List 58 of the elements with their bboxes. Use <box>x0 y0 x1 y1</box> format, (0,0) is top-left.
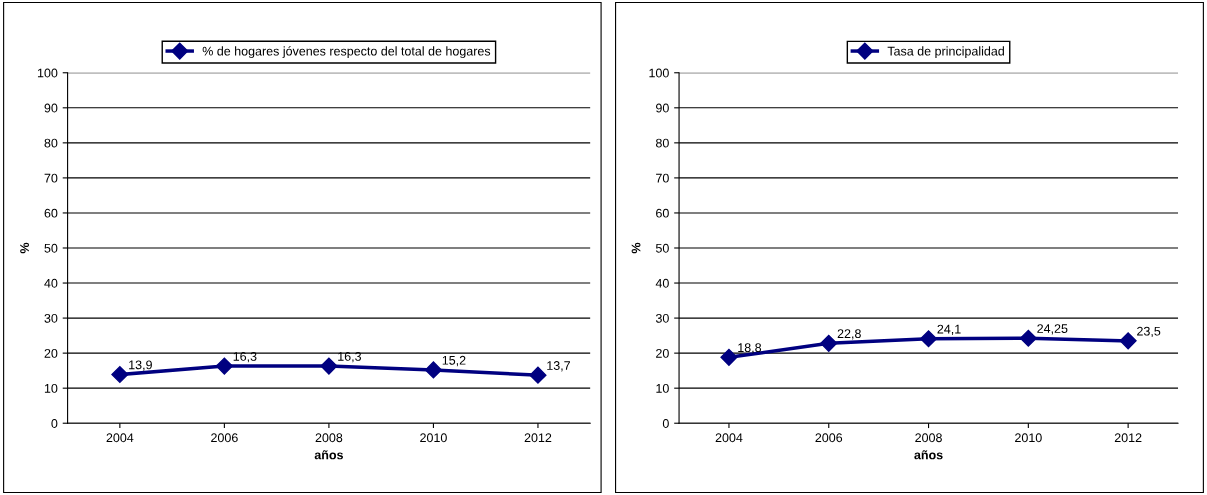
y-tick-label: 30 <box>44 313 58 323</box>
y-tick-label: 50 <box>655 243 669 253</box>
data-label: 16,3 <box>338 352 362 363</box>
y-tick-label: 40 <box>44 278 58 288</box>
data-label: 15,2 <box>442 355 466 367</box>
y-tick-label: 100 <box>649 68 669 78</box>
legend-label: % de hogares jóvenes respecto del total de hogares <box>202 46 491 59</box>
x-tick-label: 2008 <box>915 433 942 443</box>
y-tick-label: 90 <box>656 103 669 113</box>
point <box>820 334 838 352</box>
y-axis-title: % <box>20 242 29 254</box>
data-label: 16,3 <box>233 352 257 363</box>
y-tick-label: 90 <box>44 103 58 113</box>
y-tick-label: 20 <box>44 348 58 358</box>
x-axis-title: años <box>314 450 343 460</box>
y-tick-label: 50 <box>44 243 58 253</box>
x-tick-label: 2012 <box>1114 433 1142 443</box>
y-tick-label: 80 <box>44 138 58 148</box>
y-tick-label: 0 <box>662 419 669 428</box>
y-tick-label: 70 <box>44 173 58 183</box>
y-tick-label: 100 <box>37 68 58 78</box>
point <box>720 348 738 366</box>
x-tick-label: 2010 <box>1015 433 1042 443</box>
y-tick-label: 80 <box>655 138 669 148</box>
data-label: 18,8 <box>738 343 762 354</box>
data-label: 13,7 <box>547 361 570 372</box>
x-tick-label: 2008 <box>315 433 343 443</box>
y-tick-label: 20 <box>656 348 669 358</box>
legend-label: Tasa de principalidad <box>887 46 1004 59</box>
data-label: 13,9 <box>129 360 152 371</box>
y-axis-title: % <box>631 242 641 254</box>
point <box>320 357 338 375</box>
y-tick-label: 30 <box>655 313 669 323</box>
point <box>529 366 547 384</box>
x-tick-label: 2004 <box>715 433 743 443</box>
x-tick-label: 2006 <box>211 433 238 443</box>
x-tick-label: 2004 <box>106 433 134 443</box>
x-tick-label: 2010 <box>420 433 447 443</box>
x-tick-label: 2012 <box>524 433 552 443</box>
data-label: 23,5 <box>1137 326 1161 338</box>
x-tick-label: 2006 <box>815 433 843 443</box>
point <box>424 361 442 379</box>
data-label: 24,1 <box>937 324 961 335</box>
point <box>111 365 129 384</box>
y-tick-label: 10 <box>656 383 669 393</box>
y-tick-label: 60 <box>44 208 58 218</box>
point <box>919 330 938 348</box>
y-tick-label: 60 <box>656 208 669 218</box>
point <box>1119 332 1137 350</box>
y-tick-label: 40 <box>655 278 669 288</box>
data-label: 22,8 <box>837 329 861 340</box>
point <box>1019 329 1037 347</box>
data-label: 24,25 <box>1037 324 1068 335</box>
y-tick-label: 10 <box>44 383 58 393</box>
y-tick-label: 70 <box>656 173 669 183</box>
x-axis-title: años <box>914 450 943 460</box>
y-tick-label: 0 <box>51 419 58 428</box>
point <box>215 357 233 375</box>
